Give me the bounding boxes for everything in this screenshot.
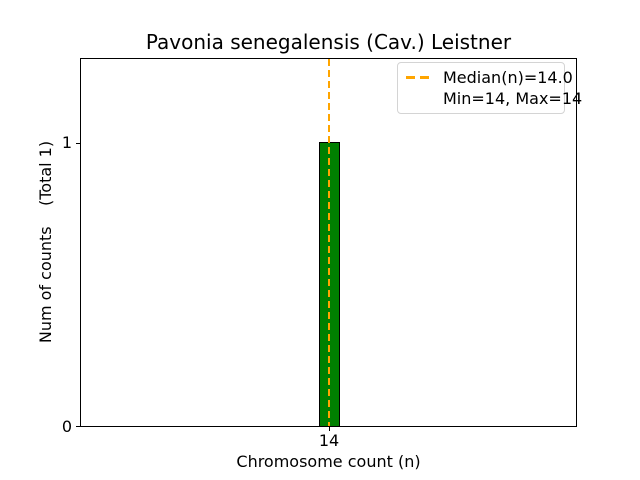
chart-title: Pavonia senegalensis (Cav.) Leistner [145,30,512,54]
median-line [328,59,330,426]
y-tick-label-1: 1 [61,133,72,152]
legend-minmax-label: Min=14, Max=14 [443,89,583,108]
plot-area: Median(n)=14.0 Min=14, Max=14 [76,58,582,431]
y-tick-mark-0 [76,426,80,427]
y-tick-label-0: 0 [61,417,72,436]
x-tick-mark-14 [329,427,330,431]
x-axis-label: Chromosome count (n) [236,452,421,471]
median-dashed-line-icon [406,76,433,79]
legend: Median(n)=14.0 Min=14, Max=14 [397,62,582,114]
legend-row-minmax: Min=14, Max=14 [406,88,582,109]
legend-sample-spacer [406,97,433,100]
legend-median-label: Median(n)=14.0 [443,68,573,87]
y-axis-label: Num of counts (Total 1) [36,140,55,344]
y-tick-mark-1 [76,143,80,144]
x-tick-label-14: 14 [318,431,340,450]
legend-row-median: Median(n)=14.0 [406,67,573,88]
